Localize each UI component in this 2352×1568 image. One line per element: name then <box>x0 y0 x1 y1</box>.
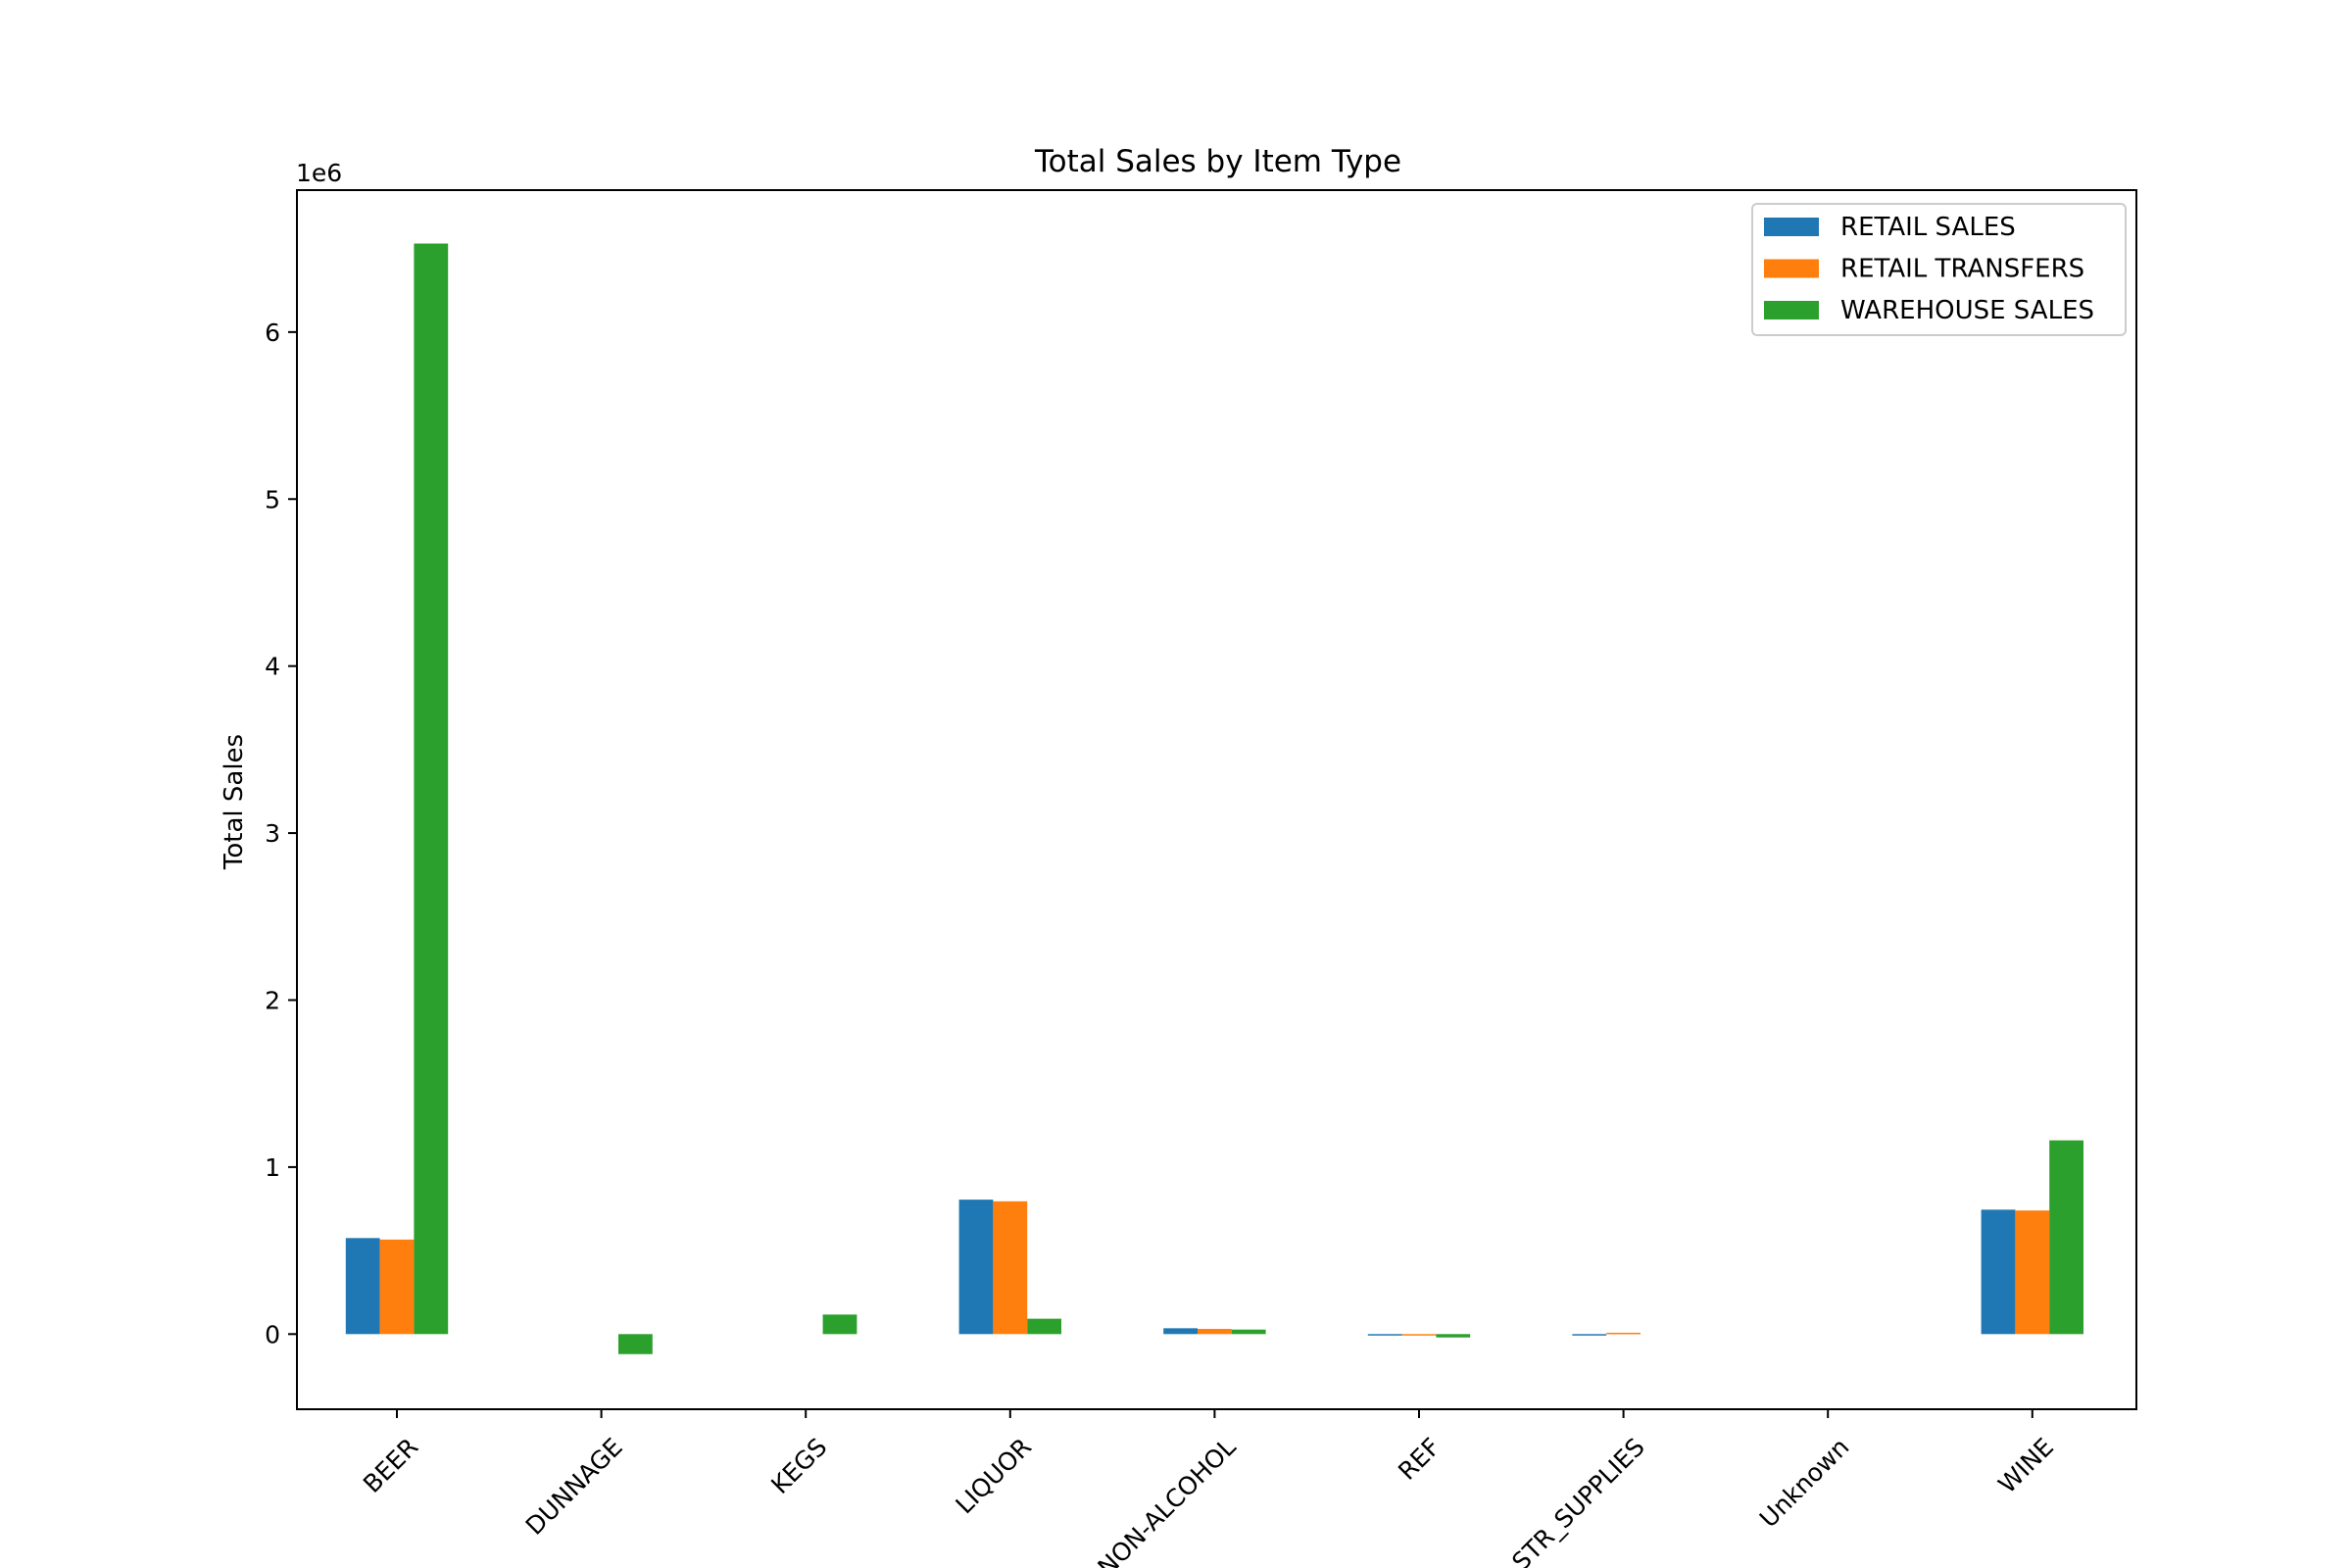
legend-label: WAREHOUSE SALES <box>1840 296 2094 325</box>
bar-wine-retail-transfers <box>2015 1210 2050 1335</box>
chart-title: Total Sales by Item Type <box>1034 144 1401 179</box>
legend: RETAIL SALES RETAIL TRANSFERS WAREHOUSE SA… <box>1751 203 2127 336</box>
bars-group <box>345 243 2083 1354</box>
legend-label: RETAIL TRANSFERS <box>1840 255 2084 284</box>
legend-label: RETAIL SALES <box>1840 213 2016 242</box>
y-tick-label: 1 <box>265 1153 280 1182</box>
bar-beer-warehouse-sales <box>414 243 449 1335</box>
y-tick-label: 0 <box>265 1320 280 1348</box>
plot-frame <box>296 189 2137 1410</box>
bar-liquor-retail-transfers <box>993 1200 1028 1335</box>
bar-kegs-warehouse-sales <box>822 1314 858 1335</box>
legend-swatch <box>1764 218 1819 236</box>
bar-beer-retail-transfers <box>379 1239 415 1335</box>
bar-ref-retail-transfers <box>1401 1334 1437 1336</box>
bar-str-supplies-retail-sales <box>1572 1334 1607 1336</box>
bar-str-supplies-retail-transfers <box>1606 1332 1641 1335</box>
bar-ref-warehouse-sales <box>1436 1334 1471 1338</box>
y-axis-label: Total Sales <box>220 734 249 870</box>
legend-swatch <box>1764 259 1819 278</box>
bar-wine-retail-sales <box>1981 1209 2016 1335</box>
legend-swatch <box>1764 301 1819 319</box>
bar-dunnage-warehouse-sales <box>618 1334 653 1354</box>
bar-wine-warehouse-sales <box>2049 1140 2083 1335</box>
bar-non-alcohol-warehouse-sales <box>1231 1329 1266 1335</box>
bar-liquor-warehouse-sales <box>1027 1318 1061 1335</box>
y-tick-label: 2 <box>265 986 280 1014</box>
bar-liquor-retail-sales <box>958 1200 994 1335</box>
y-tick-label: 4 <box>265 653 280 681</box>
bar-non-alcohol-retail-sales <box>1163 1328 1198 1335</box>
bar-non-alcohol-retail-transfers <box>1198 1329 1232 1335</box>
y-tick-label: 6 <box>265 318 280 347</box>
legend-frame <box>1751 203 2127 336</box>
y-offset-label: 1e6 <box>296 159 342 187</box>
y-ticks-group: 0 1 2 3 4 5 6 <box>265 318 297 1348</box>
bar-ref-retail-sales <box>1367 1334 1402 1336</box>
y-tick-label: 3 <box>265 819 280 848</box>
y-tick-label: 5 <box>265 485 280 514</box>
bar-beer-retail-sales <box>345 1238 380 1335</box>
